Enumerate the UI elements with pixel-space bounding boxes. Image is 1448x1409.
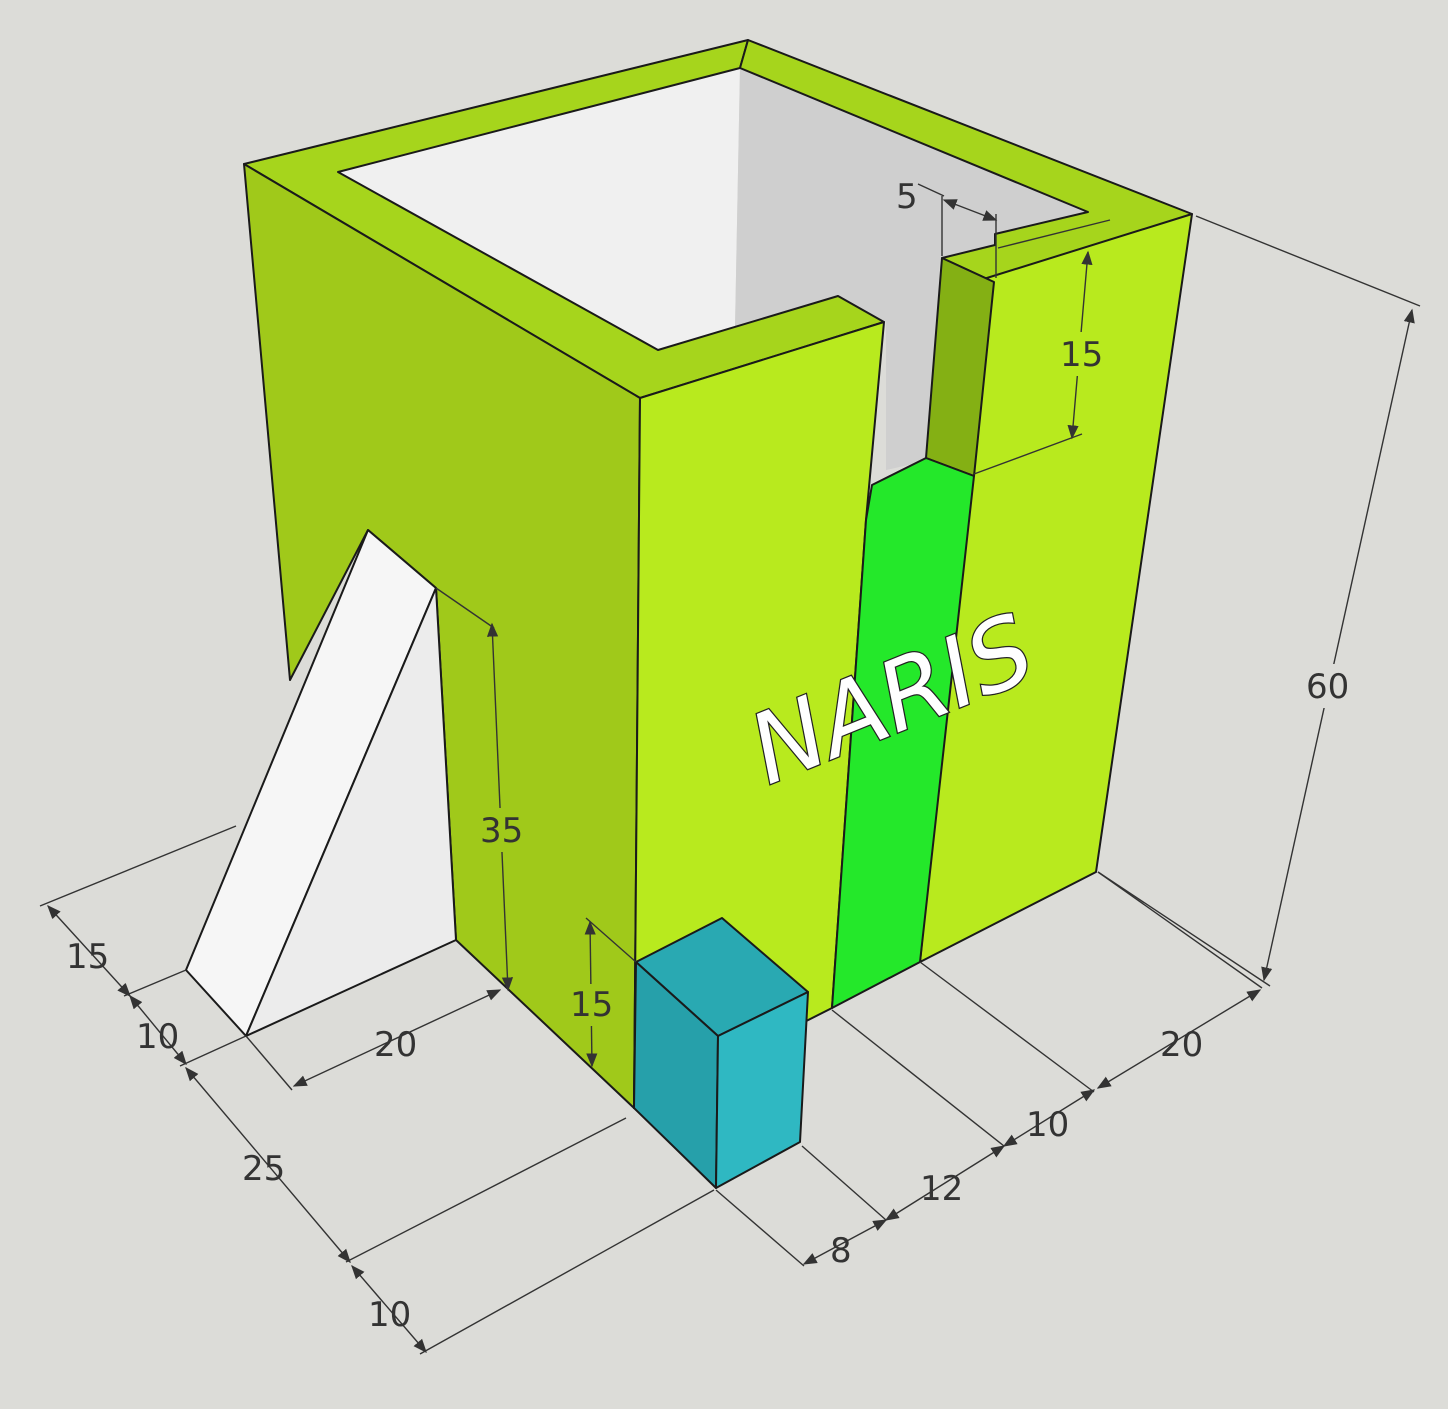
- dim-left-25: 25: [242, 1149, 285, 1189]
- dim-left-15: 15: [66, 937, 109, 977]
- dimension-lines: [39, 183, 1421, 1355]
- ramp-right-face: [245, 587, 457, 1037]
- dim-slot-top-15: 15: [1060, 335, 1103, 375]
- dim-opening-35: 35: [480, 811, 523, 851]
- dim-front-10: 10: [1026, 1105, 1069, 1145]
- interior-back-wall: [735, 68, 1088, 470]
- dim-front-8: 8: [830, 1231, 852, 1271]
- dim-left-10: 10: [136, 1017, 179, 1057]
- dim-front-12: 12: [920, 1169, 963, 1209]
- dim-ramp-20: 20: [374, 1025, 417, 1065]
- dim-slot-width-5: 5: [896, 177, 918, 217]
- block-right-face: [715, 991, 809, 1189]
- dimension-labels: 60 15 5 35 15 20 15 10 25 10 20 10 12 8: [66, 177, 1354, 1335]
- dim-height-60: 60: [1306, 667, 1349, 707]
- dim-left-10b: 10: [368, 1295, 411, 1335]
- dim-block-15: 15: [570, 985, 613, 1025]
- dim-front-20: 20: [1160, 1025, 1203, 1065]
- interior-left-wall: [338, 68, 740, 350]
